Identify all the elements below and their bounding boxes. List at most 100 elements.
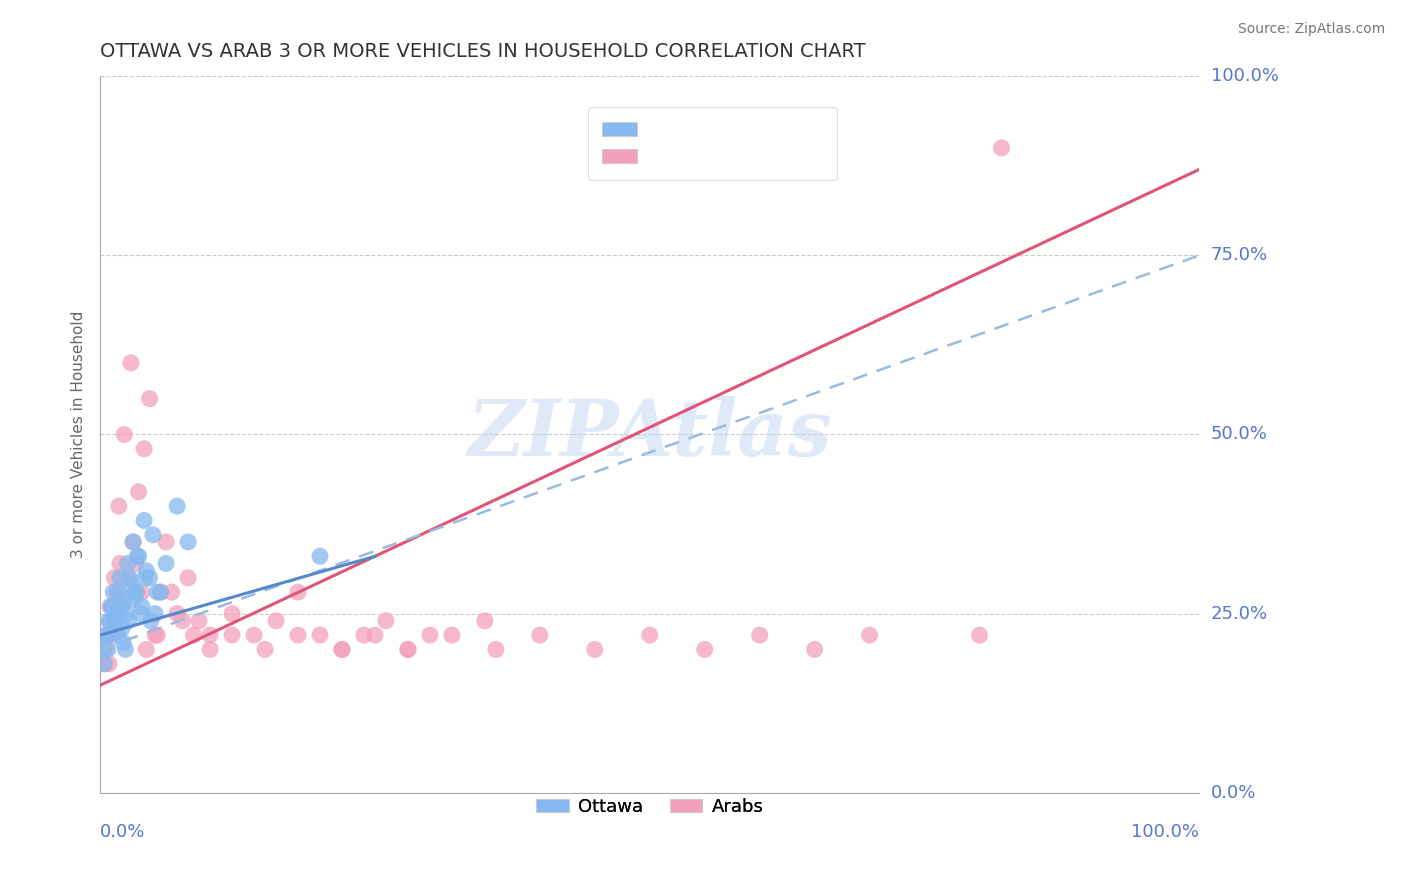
Point xyxy=(132,513,155,527)
Point xyxy=(112,592,135,607)
Text: 25.0%: 25.0% xyxy=(1211,605,1268,623)
Point xyxy=(97,657,120,671)
Point xyxy=(990,141,1012,155)
Point xyxy=(134,571,156,585)
Point xyxy=(96,628,118,642)
Point xyxy=(287,628,309,642)
Point xyxy=(124,557,146,571)
Point xyxy=(198,642,221,657)
Point xyxy=(264,614,287,628)
Point xyxy=(221,607,243,621)
Point xyxy=(93,657,115,671)
Point xyxy=(859,628,882,642)
Point xyxy=(374,614,396,628)
Point xyxy=(94,642,117,657)
Point xyxy=(131,599,153,614)
Point xyxy=(103,571,125,585)
Point xyxy=(969,628,991,642)
Point xyxy=(100,599,122,614)
Point xyxy=(166,499,188,513)
Point xyxy=(118,614,141,628)
Point xyxy=(364,628,387,642)
Point xyxy=(105,585,128,599)
Point xyxy=(198,628,221,642)
Point xyxy=(149,585,172,599)
Text: OTTAWA VS ARAB 3 OR MORE VEHICLES IN HOUSEHOLD CORRELATION CHART: OTTAWA VS ARAB 3 OR MORE VEHICLES IN HOU… xyxy=(100,42,866,61)
Text: R = 0.492: R = 0.492 xyxy=(638,149,737,168)
Point xyxy=(243,628,266,642)
Point xyxy=(309,549,332,564)
Point xyxy=(112,427,135,442)
Y-axis label: 3 or more Vehicles in Household: 3 or more Vehicles in Household xyxy=(72,310,86,558)
Point xyxy=(803,642,825,657)
Point xyxy=(166,607,188,621)
Point xyxy=(104,621,127,635)
Point xyxy=(419,628,441,642)
Point xyxy=(142,528,165,542)
Point xyxy=(128,549,150,564)
Point xyxy=(172,614,194,628)
Point xyxy=(108,571,131,585)
Point xyxy=(124,585,146,599)
Point xyxy=(108,499,131,513)
Point xyxy=(94,628,117,642)
Point xyxy=(103,614,125,628)
Text: 50.0%: 50.0% xyxy=(1211,425,1267,443)
Point xyxy=(188,614,211,628)
Point xyxy=(221,628,243,642)
Point xyxy=(120,356,142,370)
Point xyxy=(93,642,115,657)
Point xyxy=(112,635,135,649)
Point xyxy=(128,484,150,499)
Point xyxy=(177,535,200,549)
Point xyxy=(118,571,141,585)
Text: 0.0%: 0.0% xyxy=(1211,784,1256,802)
Point xyxy=(396,642,419,657)
Text: 100.0%: 100.0% xyxy=(1211,67,1278,86)
Point xyxy=(97,614,120,628)
Point xyxy=(330,642,353,657)
Point xyxy=(110,599,132,614)
Point xyxy=(120,578,142,592)
Point xyxy=(132,442,155,456)
Point xyxy=(131,585,153,599)
Text: 75.0%: 75.0% xyxy=(1211,246,1268,264)
Point xyxy=(440,628,463,642)
Point xyxy=(309,628,332,642)
Point xyxy=(114,642,136,657)
Point xyxy=(103,585,125,599)
Point xyxy=(149,585,172,599)
Point xyxy=(105,607,128,621)
Text: ZIPAtlas: ZIPAtlas xyxy=(468,396,832,473)
Point xyxy=(155,535,177,549)
Point xyxy=(111,621,134,635)
Point xyxy=(143,628,166,642)
Text: 0.0%: 0.0% xyxy=(100,823,145,841)
Legend: Ottawa, Arabs: Ottawa, Arabs xyxy=(529,790,770,823)
Point xyxy=(111,599,134,614)
Point xyxy=(122,535,145,549)
Point xyxy=(693,642,716,657)
Point xyxy=(135,642,157,657)
Point xyxy=(117,557,139,571)
Point xyxy=(98,614,121,628)
Point xyxy=(353,628,375,642)
Text: N = 63: N = 63 xyxy=(733,149,806,168)
Point xyxy=(253,642,276,657)
Point xyxy=(107,628,129,642)
Point xyxy=(115,607,138,621)
Point xyxy=(146,585,169,599)
Point xyxy=(108,557,131,571)
Point xyxy=(108,585,131,599)
Point xyxy=(100,628,122,642)
Point xyxy=(474,614,496,628)
Point xyxy=(117,571,139,585)
Point xyxy=(177,571,200,585)
Point xyxy=(138,571,160,585)
Point xyxy=(146,628,169,642)
Point xyxy=(583,642,606,657)
Point xyxy=(529,628,551,642)
Point xyxy=(96,628,118,642)
Point xyxy=(330,642,353,657)
Text: 100.0%: 100.0% xyxy=(1132,823,1199,841)
